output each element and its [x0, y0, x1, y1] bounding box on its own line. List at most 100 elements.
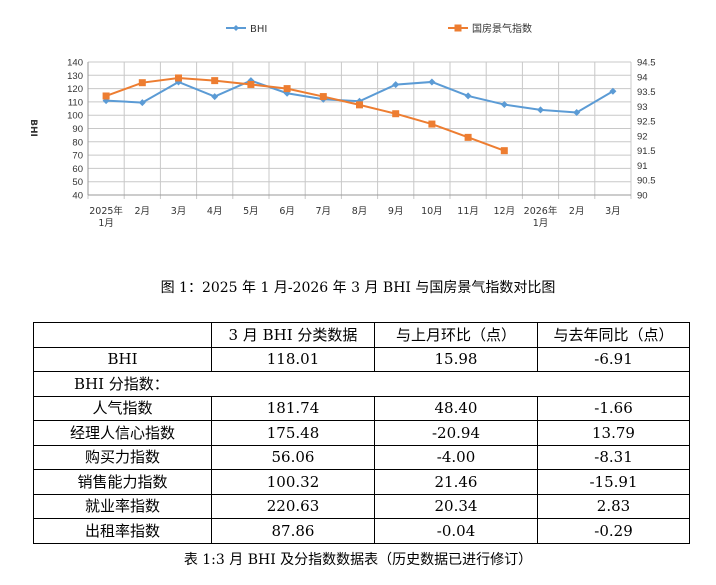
cell: 15.98 [374, 346, 538, 372]
subindex-title: BHI 分指数： [33, 371, 690, 397]
cell: 2.83 [537, 493, 690, 519]
y-tick-label: 110 [68, 97, 83, 108]
x-tick-label: 3月 [171, 206, 187, 217]
y2-tick-label: 90.5 [637, 176, 656, 187]
cell: 48.40 [374, 395, 538, 421]
x-tick-label: 11月 [457, 206, 479, 217]
data-point-bhi [138, 99, 146, 107]
header-cell [33, 322, 212, 348]
cell: -0.29 [537, 518, 690, 544]
x-tick-label: 9月 [388, 206, 404, 217]
x-tick-label: 8月 [352, 206, 368, 217]
cell: -8.31 [537, 444, 690, 470]
y2-tick-label: 91.5 [637, 146, 656, 157]
cell: 购买力指数 [33, 444, 212, 470]
table-header-row: 3 月 BHI 分类数据 与上月环比（点） 与去年同比（点） [33, 322, 690, 348]
header-cell: 与上月环比（点） [374, 322, 538, 348]
cell: 13.79 [537, 420, 690, 446]
data-point-housing [247, 80, 255, 88]
cell: 118.01 [211, 346, 375, 372]
series-line-1 [105, 76, 505, 152]
cell: 220.63 [211, 493, 375, 519]
cell: 人气指数 [33, 395, 212, 421]
data-point-housing [464, 133, 472, 141]
table-caption: 表 1:3 月 BHI 及分指数数据表（历史数据已进行修订） [183, 552, 533, 568]
y-axis-title: BHI [28, 119, 38, 137]
table-row: 经理人信心指数 175.48 -20.94 13.79 [33, 420, 690, 446]
table-row: 出租率指数 87.86 -0.04 -0.29 [33, 518, 690, 544]
data-point-bhi [428, 78, 436, 86]
x-tick-label: 2025年 [89, 205, 123, 217]
data-point-bhi [500, 101, 508, 109]
table-row: 购买力指数 56.06 -4.00 -8.31 [33, 444, 690, 470]
x-tick-label: 2月 [569, 206, 585, 217]
cell: -20.94 [374, 420, 538, 446]
chart-caption: 图 1：2025 年 1 月-2026 年 3 月 BHI 与国房景气指数对比图 [160, 280, 556, 296]
x-tick-label: 7月 [316, 206, 332, 217]
header-cell: 与去年同比（点） [537, 322, 690, 348]
data-point-housing [283, 85, 291, 93]
line-chart: 40 50 60 70 80 90 100 110 120 130 140 90 90.5 91 91.5 9… [28, 22, 656, 229]
y2-tick-label: 91 [637, 161, 648, 172]
cell: 56.06 [211, 444, 375, 470]
y-tick-label: 90 [72, 124, 83, 135]
data-point-housing [138, 79, 146, 87]
x-tick-label: 10月 [421, 206, 443, 217]
y2-tick-label: 94 [637, 72, 648, 83]
data-point-housing [392, 110, 400, 118]
x-tick-label: 6月 [279, 206, 295, 217]
cell: 出租率指数 [33, 518, 212, 544]
data-point-bhi [464, 92, 472, 100]
data-point-housing [500, 147, 508, 155]
data-point-housing [175, 74, 182, 82]
cell: 20.34 [374, 493, 538, 519]
y-tick-label: 70 [72, 151, 83, 162]
y2-tick-label: 93.5 [637, 87, 656, 98]
y2-tick-label: 92 [637, 131, 648, 142]
bhi-table: 3 月 BHI 分类数据 与上月环比（点） 与去年同比（点） BHI 118.0… [33, 322, 690, 544]
x-tick-label: 3月 [605, 206, 621, 217]
header-cell: 3 月 BHI 分类数据 [211, 322, 375, 348]
y2-tick-label: 92.5 [637, 117, 656, 128]
y-tick-label: 100 [67, 111, 83, 122]
x-tick-label: 1月 [533, 218, 549, 229]
data-point-housing [102, 92, 110, 100]
cell: 21.46 [374, 469, 538, 495]
data-point-bhi [211, 93, 219, 101]
y-tick-label: 40 [72, 191, 83, 202]
legend-label: BHI [250, 24, 267, 35]
cell: -15.91 [537, 469, 690, 495]
cell: -0.04 [374, 518, 538, 544]
cell: 经理人信心指数 [33, 420, 212, 446]
x-tick-label: 1月 [98, 218, 114, 229]
data-point-bhi [573, 109, 581, 117]
legend-marker [233, 25, 239, 31]
y2-tick-label: 94.5 [637, 58, 656, 69]
y-tick-label: 120 [67, 84, 83, 95]
cell: 销售能力指数 [33, 469, 212, 495]
cell: BHI [33, 346, 212, 372]
table-subtitle-row: BHI 分指数： [33, 371, 690, 397]
x-tick-label: 2026年 [524, 205, 558, 217]
cell: -4.00 [374, 444, 538, 470]
table-row: 人气指数 181.74 48.40 -1.66 [33, 395, 690, 421]
y-tick-label: 50 [72, 177, 83, 188]
cell: 就业率指数 [33, 493, 212, 519]
data-point-bhi [392, 81, 400, 89]
cell: 181.74 [211, 395, 375, 421]
data-point-bhi [537, 106, 544, 114]
legend-label: 国房景气指数 [472, 22, 532, 35]
cell: 100.32 [211, 469, 375, 495]
cell: -1.66 [537, 395, 690, 421]
y-tick-label: 60 [72, 164, 83, 175]
cell: 87.86 [211, 518, 375, 544]
y-tick-label: 130 [67, 71, 83, 82]
y-tick-label: 140 [67, 58, 83, 69]
data-point-housing [356, 101, 363, 109]
table-row: 销售能力指数 100.32 21.46 -15.91 [33, 469, 690, 495]
table-row: 就业率指数 220.63 20.34 2.83 [33, 493, 690, 519]
legend-marker [454, 24, 462, 32]
data-point-housing [428, 120, 436, 128]
y2-tick-label: 90 [637, 191, 648, 202]
cell: -6.91 [537, 346, 690, 372]
